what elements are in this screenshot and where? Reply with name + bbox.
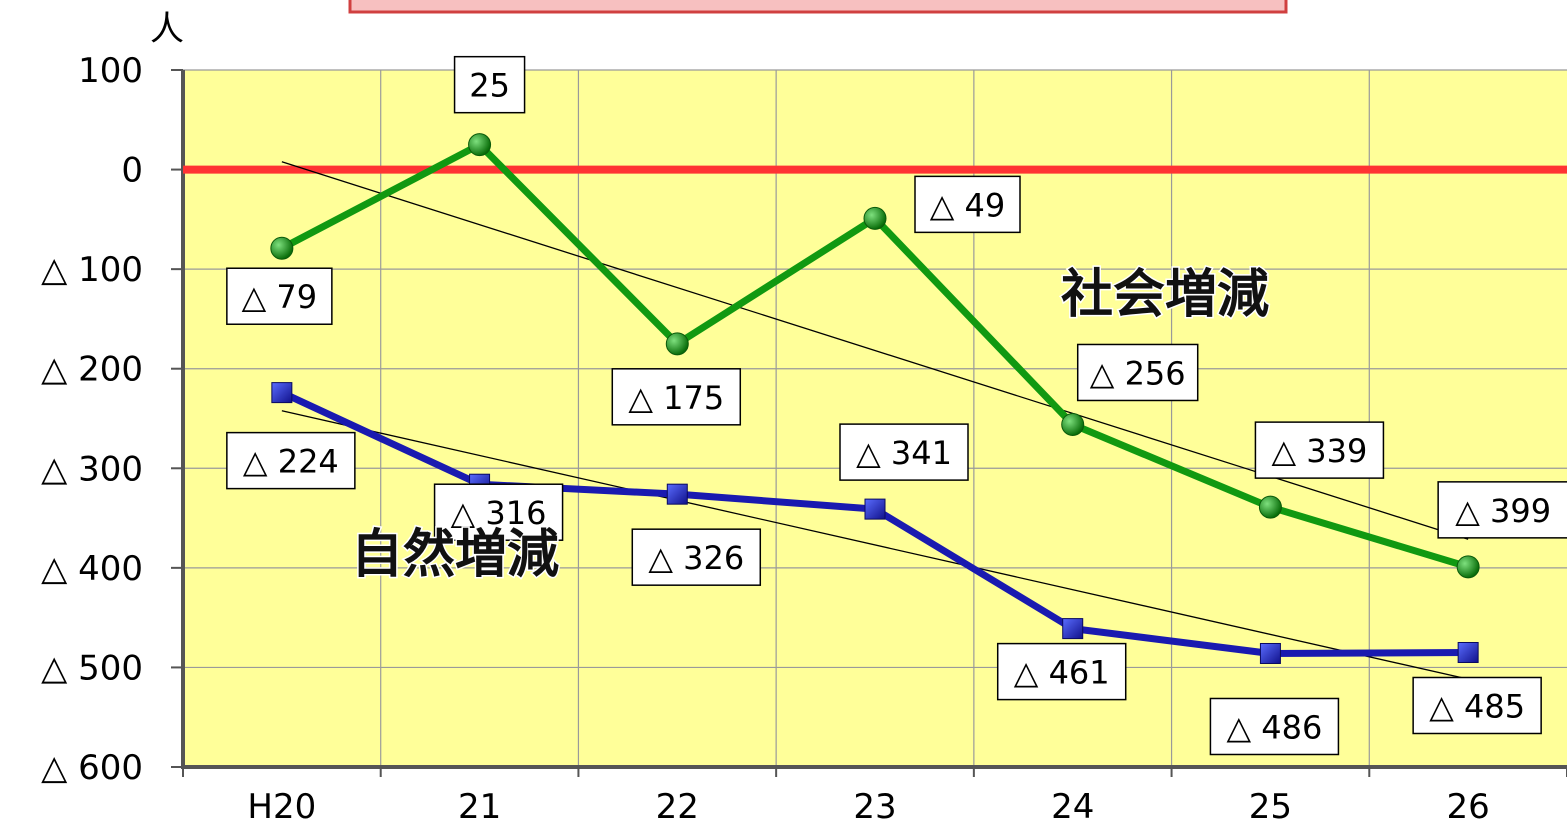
data-label-box <box>1076 343 1199 402</box>
data-label-box <box>611 368 742 426</box>
data-label-box <box>1412 676 1542 735</box>
x-tick-label: 22 <box>656 787 699 827</box>
data-label-box <box>1254 421 1385 479</box>
data-label: △ 224 <box>243 443 339 481</box>
data-label: △ 175 <box>628 379 724 417</box>
x-tick-label: H20 <box>247 787 316 827</box>
data-label: △ 341 <box>856 434 952 472</box>
data-label: △ 339 <box>1271 432 1367 470</box>
series-point-1 <box>1259 642 1281 664</box>
data-label: △ 256 <box>1090 354 1186 392</box>
data-label-box <box>226 431 356 490</box>
data-label: △ 79 <box>242 278 318 316</box>
x-tick-label: 24 <box>1051 787 1094 827</box>
series-point-1 <box>666 483 688 505</box>
trendline-1 <box>281 410 1469 680</box>
data-label-box <box>1437 481 1567 539</box>
series-point-0 <box>665 332 689 356</box>
y-tick-label: △ 500 <box>41 648 143 688</box>
y-tick-label: △ 200 <box>41 350 143 390</box>
title-banner <box>348 0 1288 14</box>
y-tick-label: △ 600 <box>41 748 143 788</box>
series-point-0 <box>863 206 887 230</box>
data-label: △ 485 <box>1429 687 1525 725</box>
y-unit-label: 人 <box>150 9 184 49</box>
series-point-0 <box>1456 555 1480 579</box>
x-tick-label: 23 <box>853 787 896 827</box>
data-label: △ 399 <box>1455 492 1551 530</box>
data-label: △ 486 <box>1226 708 1322 746</box>
data-label: △ 316 <box>451 494 547 532</box>
series-point-0 <box>468 133 492 157</box>
plot-area <box>183 70 1567 767</box>
y-tick-label: △ 400 <box>41 549 143 589</box>
data-label: △ 326 <box>648 539 744 577</box>
x-tick-label: 25 <box>1249 787 1292 827</box>
data-label-box <box>996 642 1127 701</box>
series-name-label: 社会増減 <box>1061 265 1269 325</box>
series-point-0 <box>1061 412 1085 436</box>
y-tick-label: 0 <box>121 151 143 191</box>
data-label-box <box>226 267 333 325</box>
data-label-box <box>433 483 564 541</box>
series-point-0 <box>270 236 294 260</box>
y-tick-label: △ 300 <box>41 449 143 489</box>
data-label-box <box>914 175 1021 234</box>
series-point-1 <box>864 498 886 520</box>
y-tick-label: △ 100 <box>41 250 143 290</box>
series-point-1 <box>1062 618 1084 640</box>
y-tick-label: 100 <box>78 51 143 91</box>
series-point-1 <box>271 382 293 404</box>
data-label: 25 <box>469 67 510 105</box>
data-label-box <box>631 528 762 586</box>
data-label-box <box>1209 697 1340 756</box>
x-tick-label: 21 <box>458 787 501 827</box>
data-label-box <box>839 423 969 481</box>
data-label: △ 461 <box>1014 654 1110 692</box>
series-point-1 <box>1457 641 1479 663</box>
data-label: △ 49 <box>930 186 1006 224</box>
series-name-label: 自然増減 <box>351 525 559 585</box>
data-label-box <box>453 55 526 114</box>
x-tick-label: 26 <box>1447 787 1490 827</box>
series-point-0 <box>1258 495 1282 519</box>
